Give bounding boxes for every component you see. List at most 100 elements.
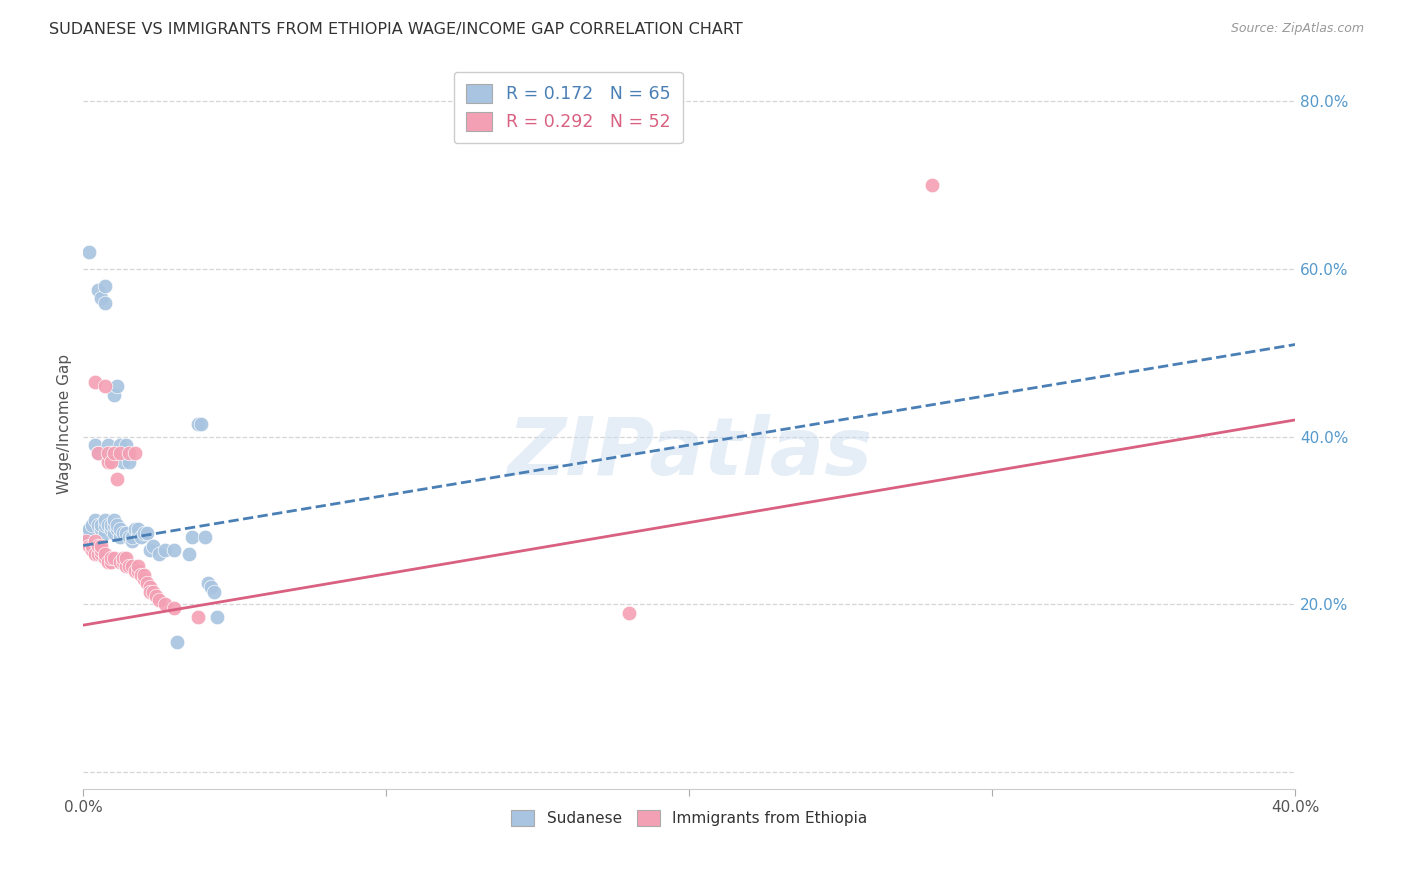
Point [87,539,110,553]
Point [111,551,134,566]
Point [108,530,131,544]
Point [136,526,159,541]
Point [139,581,162,595]
Point [127,522,149,536]
Point [148,547,170,561]
Point [105,471,128,485]
Text: Source: ZipAtlas.com: Source: ZipAtlas.com [1230,22,1364,36]
Point [93,295,115,310]
Point [139,584,162,599]
Point [145,589,167,603]
Point [136,576,159,591]
Point [118,559,141,574]
Point [90,539,112,553]
Point [82,517,104,532]
Point [108,446,131,460]
Point [96,517,118,532]
Point [111,526,134,541]
Point [96,555,118,569]
Point [121,534,143,549]
Point [84,534,107,549]
Y-axis label: Wage/Income Gap: Wage/Income Gap [58,354,72,494]
Point [129,567,152,582]
Point [93,551,115,566]
Point [205,609,228,624]
Point [108,522,131,536]
Point [200,581,222,595]
Point [87,446,110,460]
Point [100,555,122,569]
Point [103,526,125,541]
Point [103,446,125,460]
Point [84,547,107,561]
Point [100,551,122,566]
Point [90,547,112,561]
Text: ZIPatlas: ZIPatlas [508,414,872,492]
Point [108,438,131,452]
Point [118,530,141,544]
Point [187,417,209,431]
Point [617,606,640,620]
Point [114,438,136,452]
Point [114,526,136,541]
Point [93,517,115,532]
Point [163,601,186,615]
Point [190,417,212,431]
Point [142,584,165,599]
Text: SUDANESE VS IMMIGRANTS FROM ETHIOPIA WAGE/INCOME GAP CORRELATION CHART: SUDANESE VS IMMIGRANTS FROM ETHIOPIA WAG… [49,22,742,37]
Point [82,542,104,557]
Point [100,446,122,460]
Point [139,542,162,557]
Point [93,547,115,561]
Point [124,564,146,578]
Point [127,526,149,541]
Point [93,526,115,541]
Point [132,572,155,586]
Point [108,555,131,569]
Point [118,446,141,460]
Point [127,564,149,578]
Point [105,522,128,536]
Point [111,555,134,569]
Point [96,446,118,460]
Point [100,455,122,469]
Point [96,450,118,465]
Point [87,283,110,297]
Point [84,438,107,452]
Point [132,526,155,541]
Point [111,455,134,469]
Point [921,178,943,193]
Point [87,517,110,532]
Point [153,542,176,557]
Point [75,534,97,549]
Point [181,530,204,544]
Point [100,517,122,532]
Point [118,455,141,469]
Point [84,513,107,527]
Point [96,446,118,460]
Legend: Sudanese, Immigrants from Ethiopia: Sudanese, Immigrants from Ethiopia [502,801,876,836]
Point [132,567,155,582]
Point [100,450,122,465]
Point [153,597,176,611]
Point [90,542,112,557]
Point [87,446,110,460]
Point [197,576,219,591]
Point [96,438,118,452]
Point [163,542,186,557]
Point [93,513,115,527]
Point [129,530,152,544]
Point [90,517,112,532]
Point [93,379,115,393]
Point [82,539,104,553]
Point [96,455,118,469]
Point [90,292,112,306]
Point [124,446,146,460]
Point [121,559,143,574]
Point [114,551,136,566]
Point [84,375,107,389]
Point [142,539,165,553]
Point [105,517,128,532]
Point [93,278,115,293]
Point [179,547,201,561]
